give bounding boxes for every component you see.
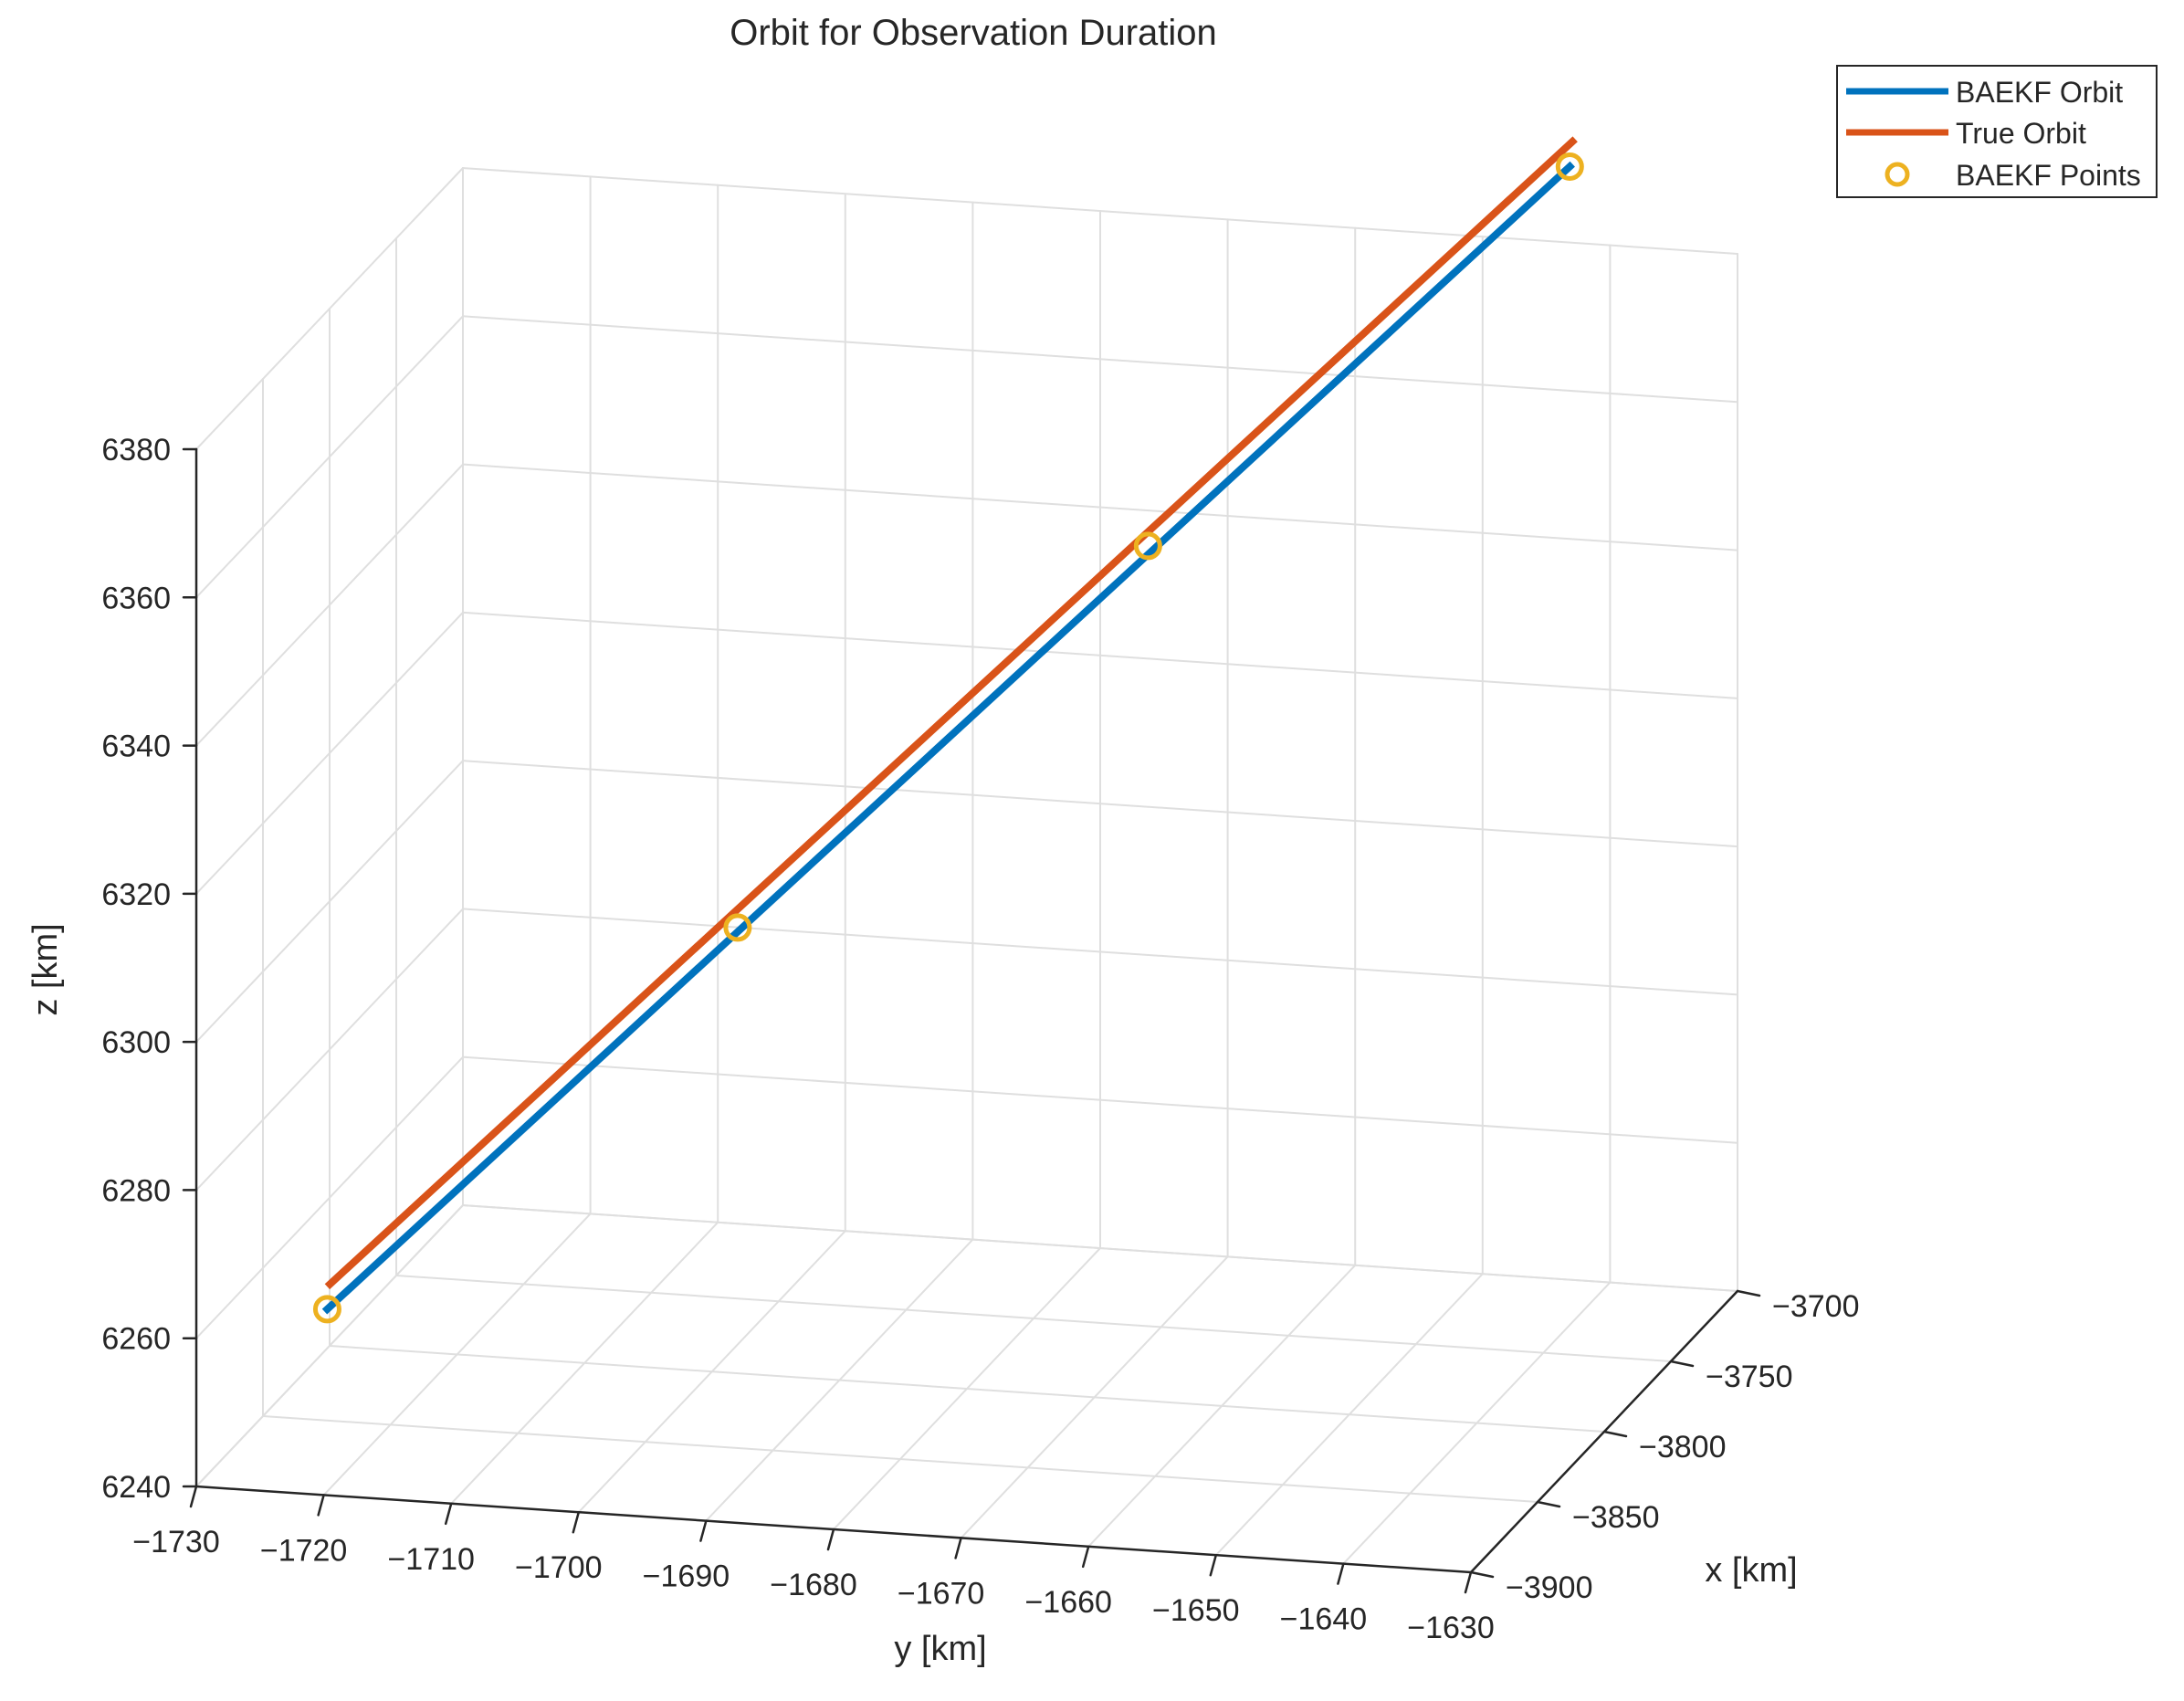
- baekf-point-marker: [1133, 531, 1162, 561]
- baekf-point-marker: [312, 1295, 341, 1324]
- legend-label-baekf-points: BAEKF Points: [1956, 159, 2141, 192]
- x-tick: [1602, 1430, 1628, 1438]
- grid-line: [329, 1345, 1605, 1433]
- baekf-orbit-line: [321, 161, 1575, 1315]
- x-tick: [1669, 1360, 1695, 1368]
- y-tick: [189, 1485, 198, 1508]
- y-tick-label: −1730: [132, 1525, 220, 1559]
- y-axis-label: y [km]: [894, 1630, 986, 1668]
- x-tick: [1736, 1289, 1761, 1297]
- grid-line: [462, 908, 1738, 996]
- grid-line: [462, 167, 1738, 255]
- grid-line: [395, 1275, 1672, 1362]
- legend-label-baekf-orbit: BAEKF Orbit: [1956, 76, 2123, 109]
- y-tick: [954, 1537, 962, 1559]
- legend-label-true-orbit: True Orbit: [1956, 117, 2086, 150]
- grid-line: [462, 760, 1738, 848]
- y-tick: [317, 1494, 325, 1517]
- y-tick-label: −1710: [387, 1542, 475, 1577]
- grid-line: [262, 1415, 1538, 1503]
- y-tick: [572, 1510, 581, 1534]
- y-tick-label: −1680: [770, 1568, 857, 1602]
- z-axis-label: z [km]: [26, 923, 65, 1015]
- grid-lines: [195, 167, 1738, 1573]
- x-tick-label: −3800: [1639, 1430, 1727, 1465]
- y-tick-label: −1640: [1280, 1602, 1368, 1637]
- baekf-point-marker: [723, 913, 752, 942]
- y-tick-label: −1690: [643, 1559, 730, 1594]
- y-tick: [699, 1519, 708, 1542]
- x-tick: [1536, 1500, 1561, 1508]
- x-tick-label: −3700: [1772, 1289, 1860, 1324]
- z-tick-label: 6380: [101, 433, 171, 467]
- z-tick-label: 6300: [101, 1025, 171, 1060]
- y-tick-label: −1650: [1152, 1593, 1240, 1628]
- y-tick: [1464, 1570, 1473, 1594]
- z-tick-label: 6340: [101, 730, 171, 764]
- grid-line: [462, 315, 1738, 404]
- plot-area: [312, 136, 1584, 1324]
- y-tick: [826, 1528, 835, 1551]
- x-tick-label: −3750: [1706, 1360, 1793, 1394]
- grid-line: [462, 1055, 1738, 1144]
- x-axis-label: x [km]: [1705, 1551, 1797, 1590]
- x-tick-label: −3900: [1506, 1570, 1593, 1605]
- grid-line: [462, 463, 1738, 551]
- true-orbit-line: [324, 136, 1578, 1290]
- legend-marker-baekf-points: [1885, 162, 1910, 187]
- y-tick-label: −1660: [1024, 1585, 1112, 1620]
- y-tick-label: −1670: [898, 1576, 985, 1611]
- chart-title: Orbit for Observation Duration: [730, 13, 1217, 53]
- y-tick-label: −1720: [260, 1533, 348, 1568]
- x-tick-label: −3850: [1572, 1500, 1660, 1535]
- axes: 6240 6260 6280 6300 6320 6340 6360 6380 −1630 −16…: [101, 433, 1859, 1645]
- grid-line: [462, 1204, 1738, 1292]
- y-tick: [1081, 1545, 1090, 1569]
- z-tick-label: 6360: [101, 581, 171, 615]
- z-tick-label: 6260: [101, 1322, 171, 1357]
- y-tick-label: −1630: [1407, 1611, 1495, 1645]
- z-tick-label: 6280: [101, 1173, 171, 1208]
- y-tick-label: −1700: [515, 1550, 603, 1585]
- z-tick-label: 6320: [101, 877, 171, 912]
- baekf-point-marker: [1555, 152, 1584, 181]
- x-tick: [1469, 1570, 1495, 1579]
- grid-line: [462, 611, 1738, 699]
- legend: BAEKF Orbit True Orbit BAEKF Points: [1836, 65, 2158, 198]
- y-tick: [444, 1502, 453, 1526]
- y-tick: [1209, 1553, 1218, 1577]
- z-tick-label: 6240: [101, 1470, 171, 1505]
- y-tick: [1337, 1562, 1345, 1585]
